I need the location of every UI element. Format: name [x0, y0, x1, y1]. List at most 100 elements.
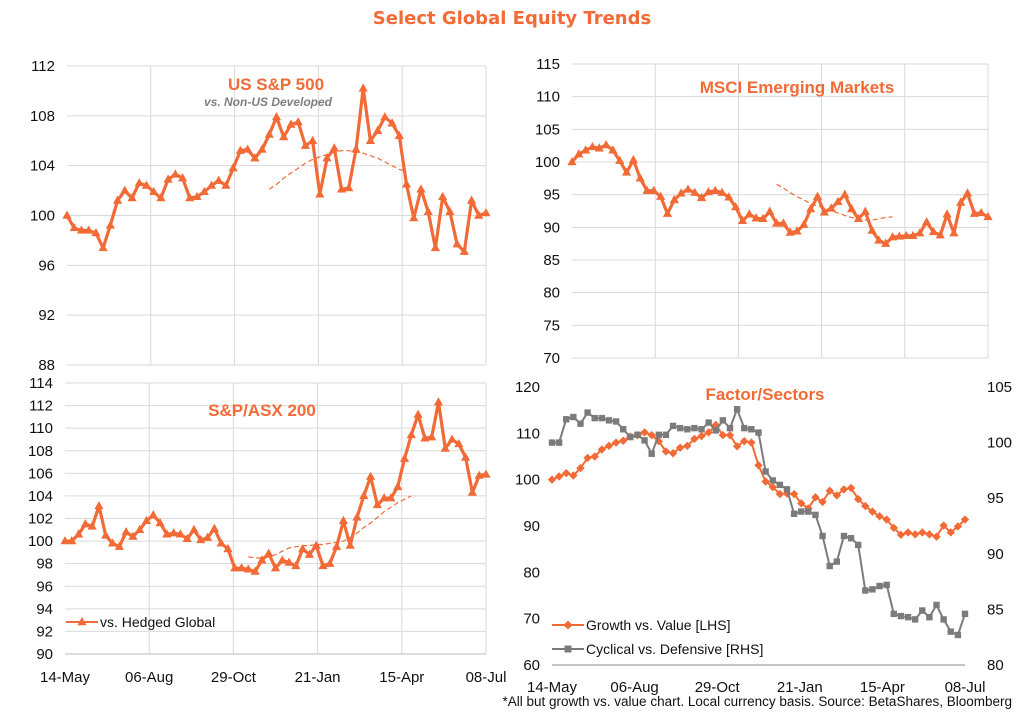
chart-em: 70 75 80 85 90 95 100 105 110 115 MSCI Emerging Ma…	[535, 56, 993, 367]
data-point	[461, 452, 471, 461]
data-point	[604, 441, 614, 451]
data-point	[897, 612, 905, 620]
data-point	[771, 218, 782, 227]
data-point	[474, 210, 484, 219]
data-point	[236, 563, 247, 572]
data-point	[322, 153, 332, 162]
trend-line-us	[268, 150, 407, 190]
data-point	[149, 186, 159, 196]
data-point	[562, 468, 571, 478]
data-point	[467, 487, 478, 496]
chart-factor: 60 70 80 90 100 110 120 80 85 90 95 100 105 14-May 06-…	[515, 379, 1012, 696]
data-point	[969, 208, 979, 217]
data-point	[642, 185, 652, 194]
data-point	[840, 532, 848, 540]
data-point	[304, 549, 315, 558]
data-point	[257, 144, 267, 153]
data-point	[427, 432, 437, 441]
data-point	[733, 406, 741, 413]
legend-marker	[77, 617, 87, 626]
data-point	[825, 486, 834, 495]
data-point	[789, 489, 799, 499]
data-point	[867, 225, 877, 234]
data-point	[177, 173, 188, 182]
data-point	[379, 493, 389, 502]
data-point	[590, 452, 599, 461]
data-point	[647, 430, 656, 440]
data-point	[221, 180, 231, 189]
data-point	[329, 143, 339, 152]
data-point	[628, 155, 638, 164]
data-point	[799, 219, 809, 228]
data-point	[876, 582, 883, 590]
y-tick-label: 110	[516, 425, 540, 442]
data-point	[445, 206, 455, 215]
data-point	[284, 557, 294, 566]
data-point	[676, 188, 686, 197]
data-point	[833, 196, 843, 206]
data-point	[635, 173, 645, 182]
data-point	[202, 532, 213, 541]
data-point	[230, 563, 240, 572]
data-point	[584, 409, 591, 416]
data-point	[300, 140, 310, 149]
data-point	[896, 530, 906, 540]
y-tick-label: 115	[536, 56, 560, 73]
y-tick-label: 112	[29, 398, 53, 415]
data-point	[243, 144, 253, 153]
data-point	[94, 501, 104, 510]
data-point	[725, 430, 735, 440]
data-point	[669, 194, 679, 204]
legend-marker	[563, 620, 573, 630]
data-point	[612, 418, 620, 425]
data-point	[683, 184, 693, 193]
data-point	[703, 187, 713, 196]
data-point	[69, 222, 79, 232]
x-tick-label: 14-May	[40, 669, 91, 686]
y-tick-label: 102	[28, 511, 53, 528]
data-point	[581, 145, 591, 154]
data-point	[654, 437, 664, 446]
data-point	[690, 187, 700, 196]
data-point	[359, 490, 369, 500]
data-point	[250, 566, 260, 575]
y-tick-label: 96	[38, 257, 55, 274]
legend-label: Growth vs. Value [LHS]	[586, 617, 730, 633]
data-point	[744, 209, 754, 218]
y-tick-label: 92	[36, 623, 53, 640]
data-point	[949, 228, 959, 237]
data-point	[726, 424, 734, 432]
x-tick-label: 21-Jan	[777, 679, 823, 696]
y-tick-label: 108	[30, 108, 55, 125]
data-point	[805, 508, 812, 515]
data-point	[881, 238, 891, 247]
data-point	[73, 529, 84, 538]
data-point	[351, 144, 361, 153]
data-point	[209, 523, 219, 532]
data-point	[223, 543, 233, 553]
data-point	[169, 528, 179, 537]
x-tick-label: 06-Aug	[610, 679, 658, 696]
data-point	[661, 447, 671, 456]
data-point	[547, 475, 557, 484]
y2-tick-label: 90	[987, 546, 1004, 563]
data-point	[199, 186, 209, 196]
data-point	[286, 119, 296, 128]
y-tick-label: 96	[36, 578, 53, 595]
data-point	[91, 227, 101, 237]
data-point	[264, 548, 274, 557]
footnote: *All but growth vs. value chart. Local c…	[502, 694, 1013, 709]
data-point	[597, 445, 607, 454]
data-point	[698, 426, 705, 433]
data-point	[976, 207, 986, 217]
y2-tick-label: 85	[987, 601, 1004, 618]
data-point	[818, 497, 827, 507]
data-point	[591, 414, 598, 422]
data-point	[192, 191, 202, 201]
data-point	[853, 213, 864, 223]
data-point	[481, 208, 491, 217]
data-point	[373, 125, 383, 134]
data-point	[76, 225, 87, 234]
data-point	[761, 477, 770, 486]
